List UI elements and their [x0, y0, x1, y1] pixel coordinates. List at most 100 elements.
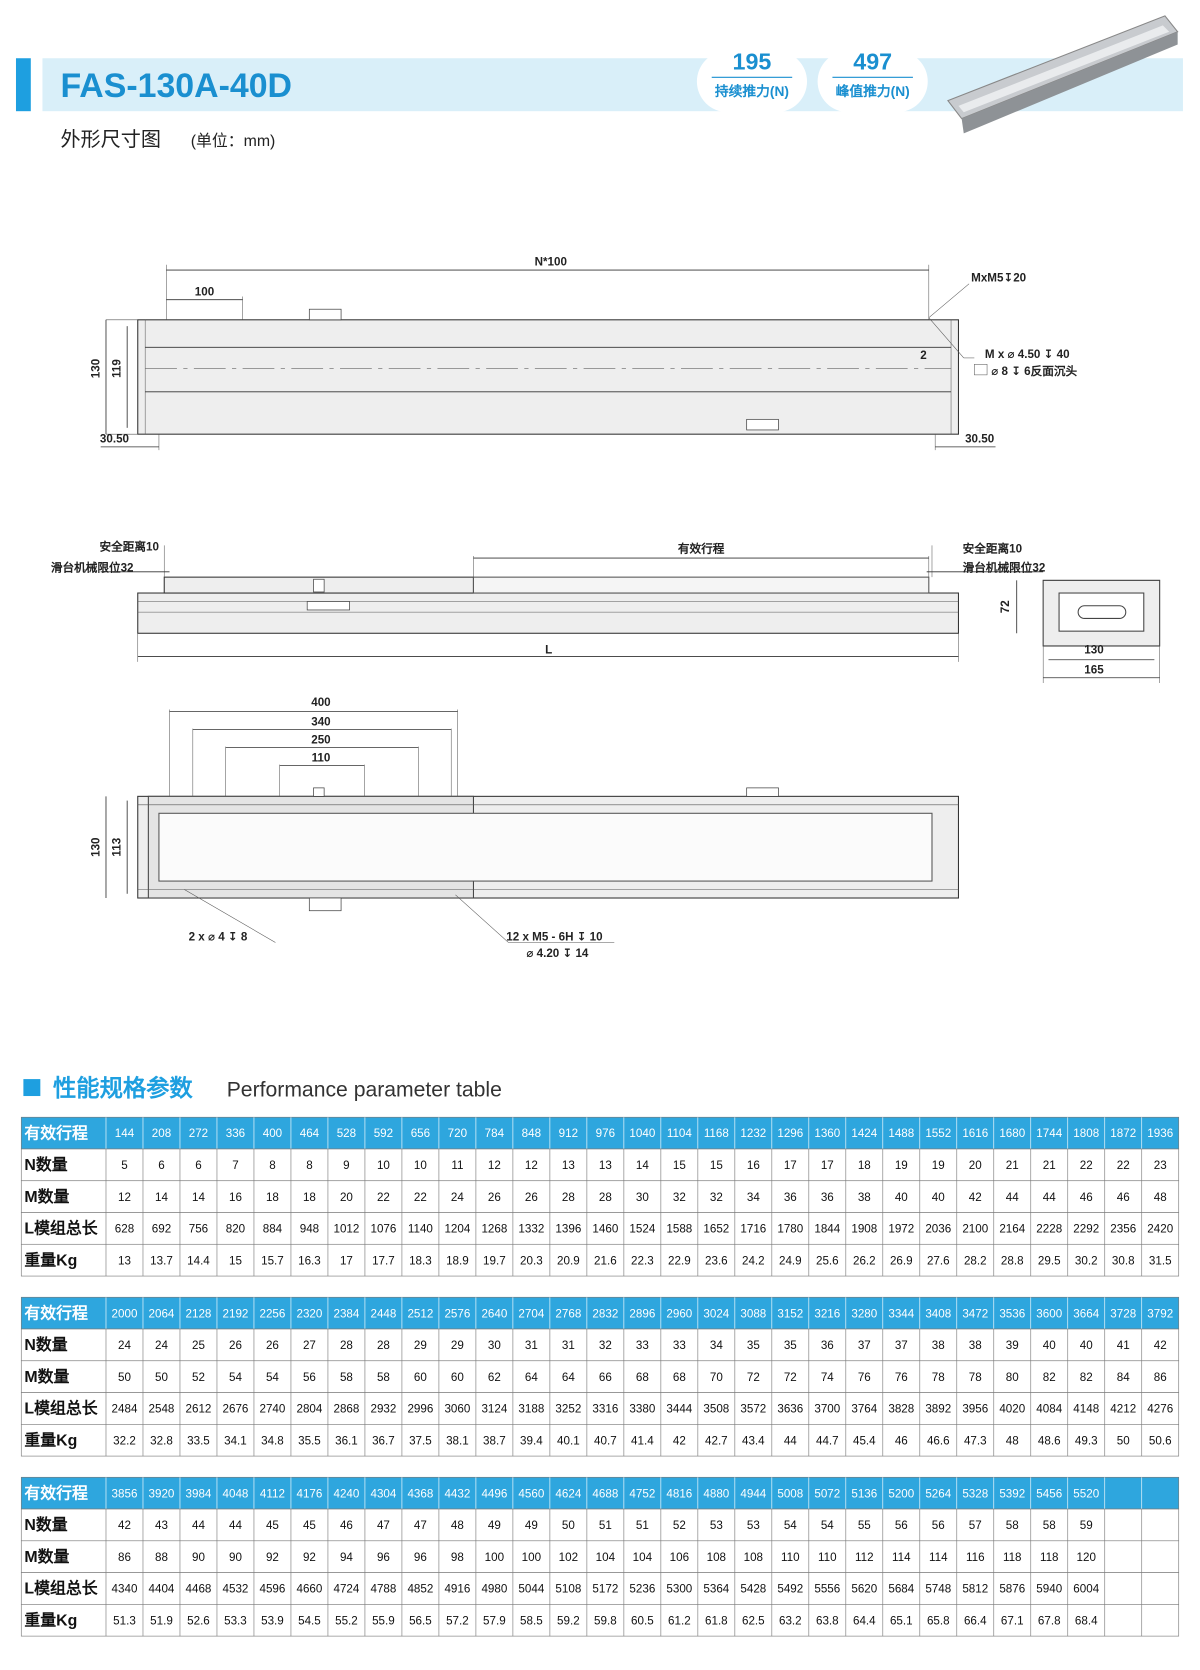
cell-value: 2932 — [370, 1403, 396, 1416]
cell-value: 30.8 — [1112, 1254, 1135, 1267]
cell-value: 2384 — [333, 1307, 359, 1320]
cell-value: 4020 — [999, 1403, 1025, 1416]
cell-value: 24 — [155, 1339, 168, 1352]
cell-value: 40 — [1043, 1339, 1056, 1352]
cell-value: 19.7 — [483, 1254, 506, 1267]
bottom-view — [105, 709, 959, 943]
cell-value: 1652 — [703, 1223, 729, 1236]
cell-value: 41 — [1117, 1339, 1130, 1352]
dim-label: 2 x ⌀ 4 ↧ 8 — [189, 930, 248, 943]
cell-value: 78 — [932, 1371, 945, 1384]
drawing-rect — [1077, 605, 1127, 619]
cell-value: 4660 — [297, 1583, 323, 1596]
cell-value: 82 — [1043, 1371, 1056, 1384]
cell-value: 12 — [488, 1159, 501, 1172]
cell-value: 272 — [189, 1127, 208, 1140]
cell-value: 59.8 — [594, 1614, 617, 1627]
cell-value: 5044 — [518, 1583, 544, 1596]
drawing-line — [184, 889, 276, 943]
cell-value: 2000 — [112, 1307, 138, 1320]
row-label: 重量Kg — [24, 1250, 77, 1269]
cell-value: 39.4 — [520, 1434, 543, 1447]
cell-value: 3956 — [962, 1403, 988, 1416]
cell-value: 76 — [858, 1371, 871, 1384]
dim-label: 滑台机械限位32 — [51, 561, 134, 575]
cell-value: 35 — [747, 1339, 760, 1352]
cell-value: 3700 — [814, 1403, 840, 1416]
cell-value: 44 — [1043, 1191, 1056, 1204]
cell-value: 44 — [229, 1519, 242, 1532]
cell-value: 19 — [932, 1159, 945, 1172]
cell-value: 528 — [337, 1127, 356, 1140]
cell-value: 28 — [562, 1191, 575, 1204]
cell-value: 53 — [710, 1519, 723, 1532]
cell-value: 40.7 — [594, 1434, 617, 1447]
cell-value: 8 — [306, 1159, 312, 1172]
cell-value: 18 — [858, 1159, 871, 1172]
cell-value: 336 — [226, 1127, 245, 1140]
cell-value: 2100 — [962, 1223, 988, 1236]
cell-value: 784 — [485, 1127, 505, 1140]
cell-value: 4468 — [186, 1583, 212, 1596]
cell-value: 32 — [710, 1191, 723, 1204]
drawing-line — [928, 317, 964, 359]
cell-value: 56 — [895, 1519, 908, 1532]
cell-value: 66.4 — [964, 1614, 987, 1627]
cell-value: 47 — [377, 1519, 390, 1532]
cell-value: 5520 — [1073, 1487, 1099, 1500]
cell-value: 5136 — [851, 1487, 877, 1500]
cell-value: 3792 — [1147, 1307, 1173, 1320]
cell-value: 756 — [189, 1223, 208, 1236]
cell-value: 40 — [895, 1191, 908, 1204]
cell-value: 106 — [670, 1551, 689, 1564]
cell-value: 3344 — [888, 1307, 914, 1320]
cell-value: 592 — [374, 1127, 393, 1140]
cell-value: 118 — [1003, 1551, 1022, 1564]
cell-value: 1204 — [444, 1223, 470, 1236]
cell-value: 3764 — [851, 1403, 877, 1416]
cell-value: 48 — [1006, 1434, 1019, 1447]
cell-value: 40 — [932, 1191, 945, 1204]
cell-value: 19 — [895, 1159, 908, 1172]
cell-value: 26.9 — [890, 1254, 913, 1267]
cell-value: 16.3 — [298, 1254, 321, 1267]
dim-label: 12 x M5 - 6H ↧ 10 — [506, 930, 602, 943]
cell-value: 2448 — [370, 1307, 396, 1320]
cell-value: 45 — [266, 1519, 279, 1532]
row-label: M数量 — [24, 1367, 69, 1386]
cell-value: 18 — [303, 1191, 316, 1204]
cell-value: 1588 — [666, 1223, 692, 1236]
cell-value: 3216 — [814, 1307, 840, 1320]
cell-value: 27.6 — [927, 1254, 950, 1267]
cell-value: 43.4 — [742, 1434, 765, 1447]
cell-value: 6 — [195, 1159, 201, 1172]
cell-value: 5 — [121, 1159, 127, 1172]
cell-value: 32.8 — [150, 1434, 173, 1447]
cell-value: 3408 — [925, 1307, 951, 1320]
cell-value: 2292 — [1073, 1223, 1099, 1236]
row-label: N数量 — [24, 1515, 67, 1534]
cell-value: 3444 — [666, 1403, 692, 1416]
cell-value: 32 — [673, 1191, 686, 1204]
cell-value: 50 — [118, 1371, 131, 1384]
cell-value: 46 — [340, 1519, 353, 1532]
drawing-rect — [313, 787, 325, 797]
cell-value: 13 — [562, 1159, 575, 1172]
dim-label: 72 — [999, 600, 1012, 613]
cell-value: 44.7 — [816, 1434, 839, 1447]
row-label: 有效行程 — [24, 1123, 88, 1142]
cell-value: 22 — [1080, 1159, 1093, 1172]
dim-label: ⌀ 4.20 ↧ 14 — [526, 947, 589, 960]
drawing-rect — [746, 787, 779, 797]
cell-value: 64 — [525, 1371, 538, 1384]
section-title: 性能规格参数 — [53, 1075, 193, 1101]
cell-value: 24.9 — [779, 1254, 802, 1267]
cell-value: 2256 — [260, 1307, 286, 1320]
cell-value: 4596 — [260, 1583, 286, 1596]
cell-value: 14 — [636, 1159, 649, 1172]
cell-value: 17.7 — [372, 1254, 395, 1267]
cell-value: 33 — [673, 1339, 686, 1352]
product-title: FAS-130A-40D — [60, 67, 292, 105]
cell-value: 848 — [522, 1127, 541, 1140]
cell-value: 63.8 — [816, 1614, 839, 1627]
